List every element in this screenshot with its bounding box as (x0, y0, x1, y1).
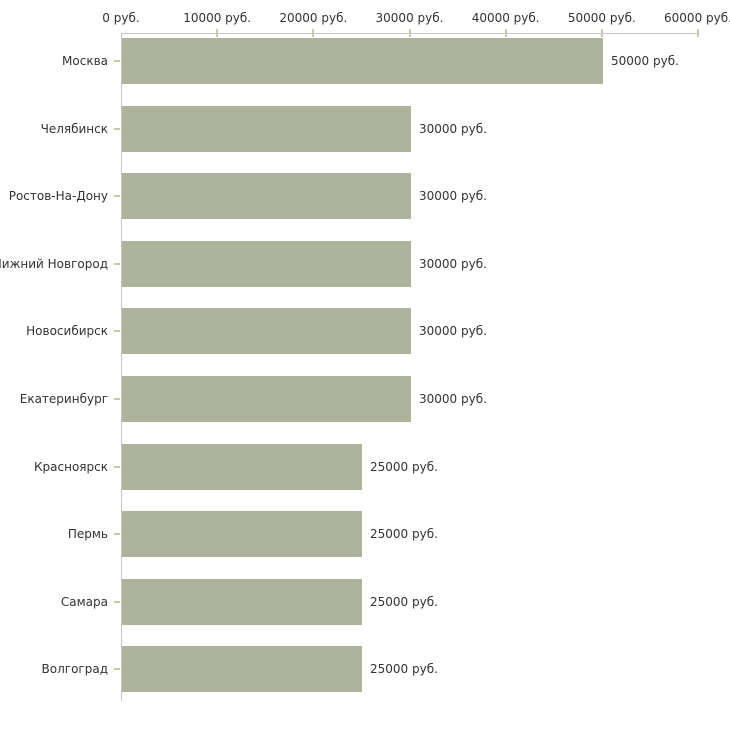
bar-5 (122, 308, 411, 354)
category-tick (114, 60, 120, 62)
bar-1 (122, 38, 603, 84)
category-label: Самара (60, 595, 108, 609)
bar-2 (122, 106, 411, 152)
category-label: Новосибирск (26, 324, 108, 338)
category-tick (114, 128, 120, 130)
category-label: Москва (62, 54, 108, 68)
value-label: 30000 руб. (419, 257, 487, 271)
category-tick (114, 601, 120, 603)
category-label: Волгоград (41, 662, 108, 676)
x-axis-tick-label: 30000 руб. (375, 11, 444, 25)
x-axis-tick-label: 40000 руб. (471, 11, 540, 25)
category-label: Пермь (67, 527, 108, 541)
category-tick (114, 533, 120, 535)
category-tick (114, 330, 120, 332)
category-label: Екатеринбург (19, 392, 108, 406)
bar-8 (122, 511, 362, 557)
x-axis-tick (216, 29, 219, 37)
bar-9 (122, 579, 362, 625)
value-label: 25000 руб. (370, 527, 438, 541)
x-axis-tick (600, 29, 603, 37)
x-axis-tick (408, 29, 411, 37)
x-axis-tick (697, 29, 699, 37)
value-label: 25000 руб. (370, 662, 438, 676)
category-tick (114, 263, 120, 265)
value-label: 30000 руб. (419, 392, 487, 406)
x-axis-tick-label: 50000 руб. (567, 11, 636, 25)
category-label: Челябинск (40, 122, 108, 136)
category-tick (114, 195, 120, 197)
x-axis-tick-label: 20000 руб. (279, 11, 348, 25)
bar-4 (122, 241, 411, 287)
value-label: 30000 руб. (419, 189, 487, 203)
category-tick (114, 668, 120, 670)
value-label: 25000 руб. (370, 595, 438, 609)
x-axis-tick-label: 0 руб. (102, 11, 140, 25)
category-label: Красноярск (34, 460, 108, 474)
y-axis-line (121, 33, 122, 701)
x-axis-tick-label: 10000 руб. (183, 11, 252, 25)
value-label: 25000 руб. (370, 460, 438, 474)
bar-10 (122, 646, 362, 692)
x-axis-tick-label: 60000 руб. (664, 11, 730, 25)
value-label: 30000 руб. (419, 122, 487, 136)
x-axis-tick (504, 29, 507, 37)
value-label: 50000 руб. (611, 54, 679, 68)
category-label: Нижний Новгород (0, 257, 108, 271)
x-axis-tick (312, 29, 315, 37)
category-tick (114, 398, 120, 400)
value-label: 30000 руб. (419, 324, 487, 338)
category-tick (114, 466, 120, 468)
category-label: Ростов-На-Дону (8, 189, 108, 203)
bar-7 (122, 444, 362, 490)
bar-6 (122, 376, 411, 422)
bar-3 (122, 173, 411, 219)
